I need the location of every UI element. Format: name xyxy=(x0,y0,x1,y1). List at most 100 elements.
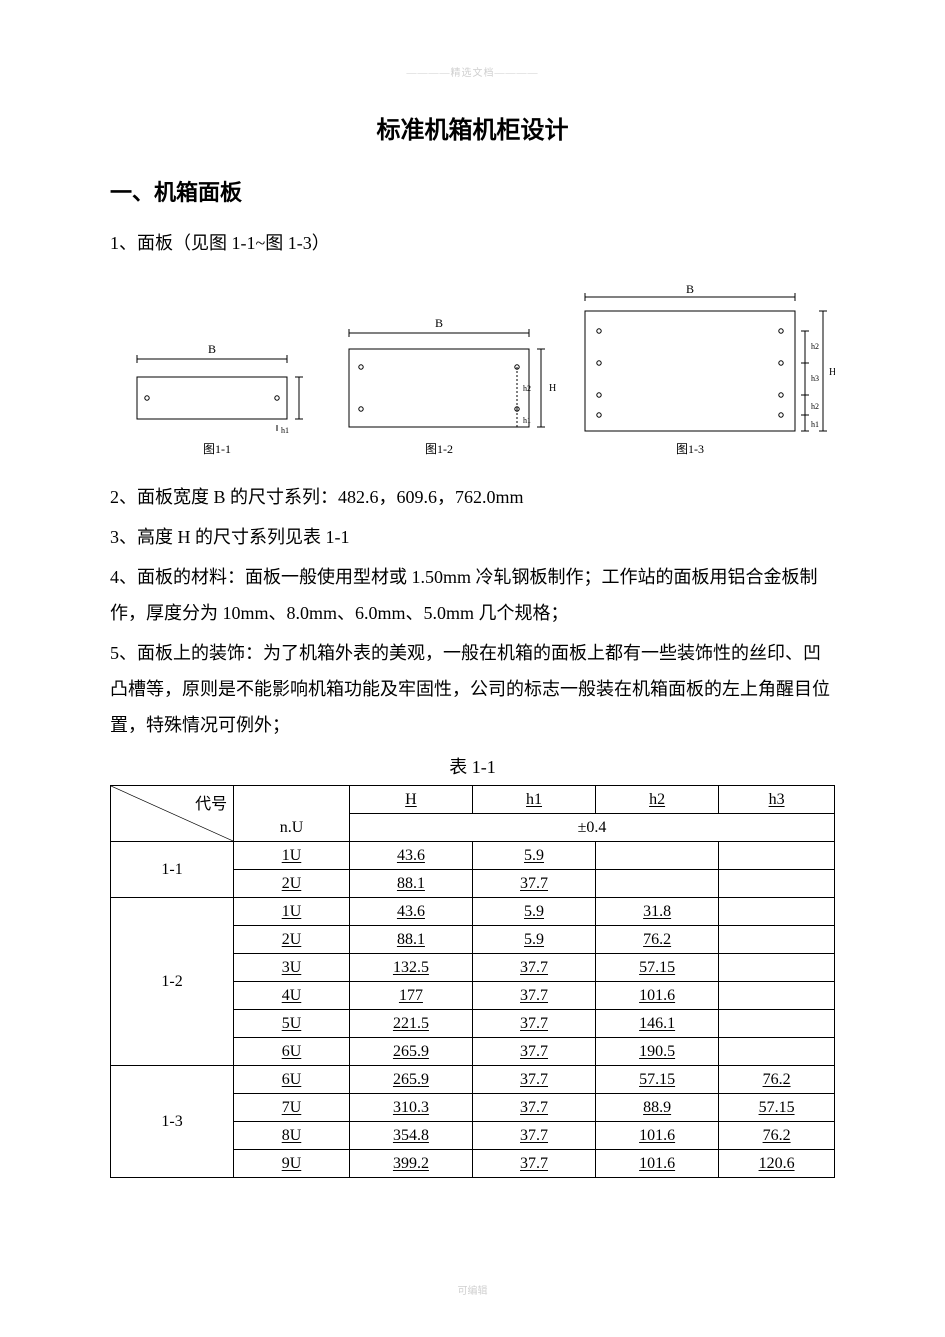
col-h2: h2 xyxy=(596,786,719,814)
table-body: 1-11U43.65.92U88.137.71-21U43.65.931.82U… xyxy=(111,842,835,1178)
data-cell: 57.15 xyxy=(596,954,719,982)
data-cell: 31.8 xyxy=(596,898,719,926)
data-cell: 177 xyxy=(349,982,472,1010)
label-b: B xyxy=(435,316,443,330)
data-cell: 5.9 xyxy=(472,926,595,954)
tolerance: ±0.4 xyxy=(349,814,834,842)
label-h1: h1 xyxy=(523,416,531,425)
diagram-1-1: B H h1 图1-1 xyxy=(110,335,323,465)
data-cell: 88.1 xyxy=(349,926,472,954)
section-heading: 一、机箱面板 xyxy=(110,175,835,207)
header-code-label: 代号 xyxy=(195,790,227,814)
data-cell: 5.9 xyxy=(472,842,595,870)
data-cell: 37.7 xyxy=(472,1038,595,1066)
data-cell: 120.6 xyxy=(719,1150,835,1178)
data-cell: 6U xyxy=(234,1066,350,1094)
data-cell: 9U xyxy=(234,1150,350,1178)
label-b: B xyxy=(207,342,215,356)
data-cell: 265.9 xyxy=(349,1038,472,1066)
data-cell: 101.6 xyxy=(596,1150,719,1178)
data-cell: 76.2 xyxy=(719,1066,835,1094)
header-code: 代号 xyxy=(111,786,234,842)
data-cell: 37.7 xyxy=(472,1094,595,1122)
label-h: H xyxy=(549,383,556,394)
data-cell: 132.5 xyxy=(349,954,472,982)
data-cell: 76.2 xyxy=(719,1122,835,1150)
data-cell: 101.6 xyxy=(596,982,719,1010)
label-h2: h2 xyxy=(811,402,819,411)
col-h1: h1 xyxy=(472,786,595,814)
data-cell: 76.2 xyxy=(596,926,719,954)
data-cell: 3U xyxy=(234,954,350,982)
data-cell xyxy=(719,898,835,926)
data-cell xyxy=(596,842,719,870)
data-cell: 5.9 xyxy=(472,898,595,926)
data-cell: 37.7 xyxy=(472,1150,595,1178)
label-h: H xyxy=(829,367,835,378)
data-cell xyxy=(719,954,835,982)
caption-1-2: 图1-2 xyxy=(425,442,453,456)
data-cell: 101.6 xyxy=(596,1122,719,1150)
para-item5: 5、面板上的装饰：为了机箱外表的美观，一般在机箱的面板上都有一些装饰性的丝印、凹… xyxy=(110,635,835,743)
label-h1: h1 xyxy=(281,426,289,435)
data-cell: 310.3 xyxy=(349,1094,472,1122)
data-cell: 354.8 xyxy=(349,1122,472,1150)
data-cell: 57.15 xyxy=(719,1094,835,1122)
table-row: 1-11U43.65.9 xyxy=(111,842,835,870)
label-h3: h3 xyxy=(811,374,819,383)
data-cell xyxy=(719,982,835,1010)
caption-1-1: 图1-1 xyxy=(203,442,231,456)
data-cell: 399.2 xyxy=(349,1150,472,1178)
table-row: 1-21U43.65.931.8 xyxy=(111,898,835,926)
data-cell: 190.5 xyxy=(596,1038,719,1066)
data-cell: 37.7 xyxy=(472,1066,595,1094)
data-cell: 88.1 xyxy=(349,870,472,898)
label-b: B xyxy=(686,285,694,296)
diagram-row: B H h1 图1-1 B xyxy=(110,285,835,465)
data-cell: 2U xyxy=(234,870,350,898)
data-cell: 88.9 xyxy=(596,1094,719,1122)
data-cell: 37.7 xyxy=(472,1010,595,1038)
code-cell: 1-2 xyxy=(111,898,234,1066)
para-item2: 2、面板宽度 B 的尺寸系列：482.6，609.6，762.0mm xyxy=(110,479,835,515)
data-cell xyxy=(719,870,835,898)
para-item3: 3、高度 H 的尺寸系列见表 1-1 xyxy=(110,519,835,555)
data-cell xyxy=(719,842,835,870)
data-cell: 37.7 xyxy=(472,982,595,1010)
caption-1-3: 图1-3 xyxy=(676,442,704,456)
table-caption: 表 1-1 xyxy=(110,753,835,779)
col-h3: h3 xyxy=(719,786,835,814)
watermark-top: ————精选文档———— xyxy=(407,64,539,79)
data-cell xyxy=(719,926,835,954)
data-cell: 8U xyxy=(234,1122,350,1150)
data-cell xyxy=(719,1010,835,1038)
data-cell: 37.7 xyxy=(472,870,595,898)
label-h2b: h2 xyxy=(811,342,819,351)
data-cell xyxy=(719,1038,835,1066)
col-H: H xyxy=(349,786,472,814)
data-cell: 37.7 xyxy=(472,954,595,982)
diagram-1-2: B H h1 h2 图1-2 xyxy=(339,315,559,465)
para-item1: 1、面板（见图 1-1~图 1-3） xyxy=(110,225,835,261)
data-cell: 5U xyxy=(234,1010,350,1038)
code-cell: 1-3 xyxy=(111,1066,234,1178)
code-cell: 1-1 xyxy=(111,842,234,898)
data-cell: 37.7 xyxy=(472,1122,595,1150)
label-h1: h1 xyxy=(811,420,819,429)
data-cell: 1U xyxy=(234,842,350,870)
data-cell: 2U xyxy=(234,926,350,954)
data-cell: 4U xyxy=(234,982,350,1010)
table-1-1: 代号 n.U H h1 h2 h3 ±0.4 1-11U43.65.92U88.… xyxy=(110,785,835,1178)
para-item4: 4、面板的材料：面板一般使用型材或 1.50mm 冷轧钢板制作；工作站的面板用铝… xyxy=(110,559,835,631)
data-cell: 57.15 xyxy=(596,1066,719,1094)
data-cell: 6U xyxy=(234,1038,350,1066)
data-cell: 7U xyxy=(234,1094,350,1122)
data-cell: 221.5 xyxy=(349,1010,472,1038)
data-cell: 43.6 xyxy=(349,898,472,926)
data-cell: 265.9 xyxy=(349,1066,472,1094)
table-row: 1-36U265.937.757.1576.2 xyxy=(111,1066,835,1094)
data-cell: 1U xyxy=(234,898,350,926)
page-title: 标准机箱机柜设计 xyxy=(110,110,835,145)
data-cell xyxy=(596,870,719,898)
data-cell: 43.6 xyxy=(349,842,472,870)
